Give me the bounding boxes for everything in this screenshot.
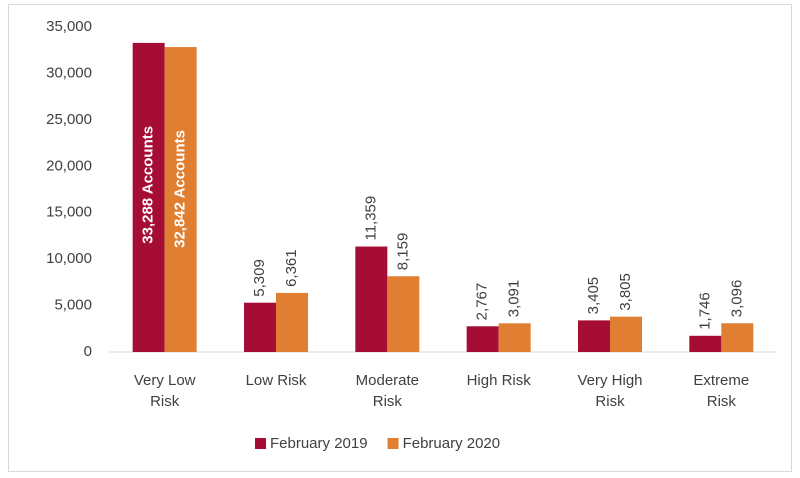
y-tick-label: 20,000 bbox=[46, 157, 92, 174]
value-label: 11,359 bbox=[362, 196, 379, 241]
x-tick-label-line: Risk bbox=[150, 393, 180, 410]
value-label: 3,091 bbox=[506, 280, 523, 318]
legend-swatch bbox=[255, 438, 266, 449]
value-label: 2,767 bbox=[474, 283, 491, 321]
bar bbox=[721, 323, 754, 352]
value-label: 33,288 Accounts bbox=[140, 126, 157, 244]
bar bbox=[689, 335, 722, 352]
x-tick-label-line: Risk bbox=[595, 393, 625, 410]
value-label: 5,309 bbox=[251, 259, 268, 297]
bar bbox=[244, 302, 276, 352]
y-tick-label: 10,000 bbox=[46, 250, 92, 267]
x-tick-label-line: Moderate bbox=[356, 372, 419, 389]
y-tick-label: 5,000 bbox=[54, 297, 92, 314]
x-tick-label-line: Extreme bbox=[693, 372, 749, 389]
bar bbox=[610, 316, 642, 352]
legend-label: February 2019 bbox=[270, 435, 368, 452]
x-tick-label-line: Risk bbox=[373, 393, 403, 410]
y-tick-label: 25,000 bbox=[46, 111, 92, 128]
bar bbox=[387, 276, 420, 352]
bar bbox=[164, 47, 197, 352]
bar bbox=[355, 246, 388, 352]
value-label: 3,805 bbox=[617, 273, 634, 311]
bar bbox=[276, 292, 308, 352]
x-tick-label-line: Very High bbox=[577, 372, 642, 389]
y-tick-label: 0 bbox=[84, 343, 92, 360]
x-tick-label: Very High Risk bbox=[577, 372, 642, 410]
x-tick-label: High Risk bbox=[467, 372, 532, 389]
value-label: 8,159 bbox=[394, 233, 411, 271]
y-tick-label: 35,000 bbox=[46, 18, 92, 35]
x-tick-label-line: Risk bbox=[707, 393, 737, 410]
legend-label: February 2020 bbox=[403, 435, 501, 452]
x-tick-label: Extreme Risk bbox=[693, 372, 749, 410]
bar bbox=[498, 323, 531, 352]
y-tick-label: 30,000 bbox=[46, 64, 92, 81]
x-tick-label: Very Low Risk bbox=[134, 372, 196, 410]
x-tick-label-line: Very Low bbox=[134, 372, 196, 389]
value-label: 6,361 bbox=[283, 249, 300, 287]
x-tick-label: Moderate Risk bbox=[356, 372, 419, 410]
y-tick-label: 15,000 bbox=[46, 204, 92, 221]
bar bbox=[132, 42, 165, 352]
x-tick-label: Low Risk bbox=[246, 372, 307, 389]
value-label: 32,842 Accounts bbox=[172, 130, 189, 248]
value-label: 3,096 bbox=[728, 280, 745, 318]
bar bbox=[466, 326, 499, 352]
value-label: 3,405 bbox=[585, 277, 602, 315]
legend-swatch bbox=[387, 438, 399, 449]
value-label: 1,746 bbox=[696, 292, 713, 330]
bar bbox=[578, 320, 610, 352]
